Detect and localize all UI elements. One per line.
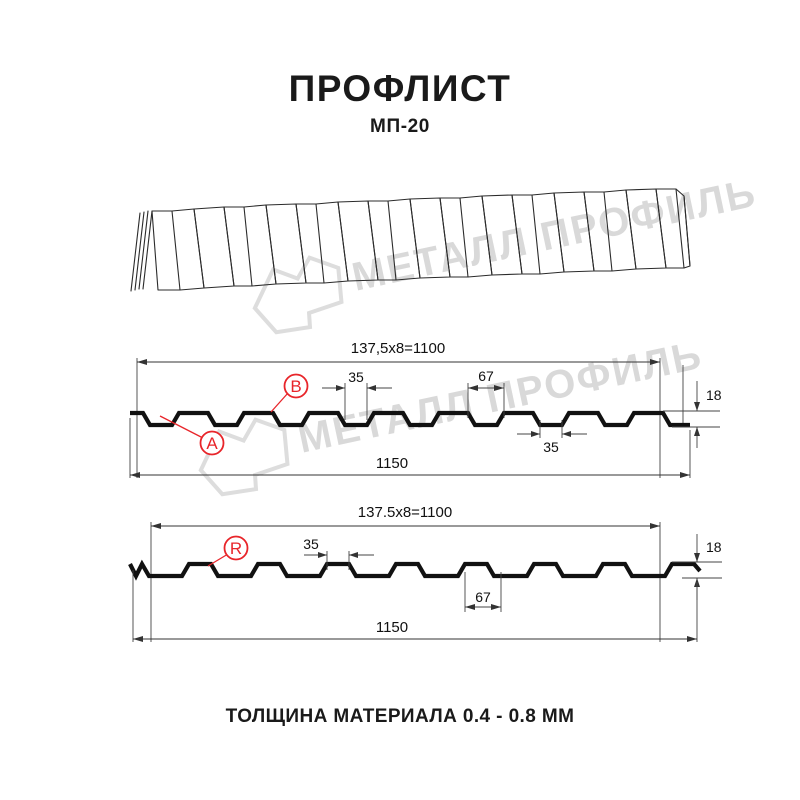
- marker-r-label: R: [230, 539, 242, 558]
- section-a-dim-18-label: 18: [706, 387, 722, 403]
- section-b-overall-dim-label: 1150: [376, 619, 408, 636]
- page-title: ПРОФЛИСТ: [288, 68, 512, 109]
- section-a-dim-35-lower: 35: [517, 420, 587, 455]
- marker-r[interactable]: R: [207, 535, 249, 567]
- section-b-dim-18-label: 18: [706, 539, 722, 555]
- section-a-dim-35-upper: 35: [322, 369, 392, 420]
- material-thickness-note: ТОЛЩИНА МАТЕРИАЛА 0.4 - 0.8 ММ: [225, 706, 575, 727]
- marker-b-label: B: [290, 377, 301, 396]
- section-b-dim-35: 35: [303, 536, 374, 570]
- model-subtitle: МП-20: [370, 116, 430, 137]
- iso-right-edge: [683, 195, 691, 267]
- iso-rib-2: [223, 204, 277, 287]
- iso-left-edge-2: [134, 211, 145, 291]
- marker-a-label: A: [206, 434, 218, 453]
- section-b-top-dimension: 137.5x8=1100: [151, 504, 660, 529]
- section-a-dim-35-lower-label: 35: [543, 439, 559, 455]
- section-b-bottom-dimension: 1150: [132, 570, 698, 642]
- section-a-top-dimension: 137,5x8=1100: [137, 340, 660, 365]
- section-b-dim-67: 67: [464, 572, 502, 612]
- iso-rib-1: [151, 208, 205, 291]
- iso-valley-1: [193, 206, 235, 289]
- section-a-profile-path: [130, 410, 690, 428]
- marker-b[interactable]: B: [270, 373, 309, 413]
- section-a-group: 137,5x8=1100 35: [129, 340, 722, 478]
- marker-a[interactable]: A: [159, 415, 225, 456]
- section-a-dim-18: 18: [663, 381, 722, 448]
- section-b-dim-35-label: 35: [303, 536, 319, 552]
- section-b-extension-lines: [150, 522, 661, 642]
- section-a-extension-lines: [136, 358, 684, 478]
- section-b-dim-18: 18: [672, 534, 722, 600]
- iso-rib-4-inner: [387, 200, 397, 281]
- watermark-logo-icon-2: [198, 417, 290, 497]
- iso-rib-5-inner: [459, 197, 469, 278]
- iso-left-edge-3: [138, 210, 149, 290]
- iso-rib-1-inner: [171, 210, 181, 291]
- section-b-pitch-dim-label: 137.5x8=1100: [358, 504, 452, 521]
- watermark-text-1: МЕТАЛЛ ПРОФИЛЬ: [348, 171, 760, 300]
- iso-rib-3-inner: [315, 203, 325, 284]
- section-a-dim-67: 67: [467, 368, 505, 418]
- watermark-logo-icon: [252, 255, 344, 335]
- iso-left-edge: [130, 212, 141, 292]
- section-a-dim-67-label: 67: [478, 368, 494, 384]
- section-a-overall-dim-label: 1150: [376, 455, 408, 472]
- section-b-group: 137.5x8=1100 35: [128, 504, 722, 642]
- iso-rib-6-inner: [531, 194, 541, 275]
- section-b-dim-67-label: 67: [475, 589, 491, 605]
- section-b-profile-path: [128, 559, 702, 581]
- iso-rib-7-inner: [603, 191, 613, 272]
- iso-left-edge-4: [142, 210, 153, 290]
- iso-rib-8-inner: [675, 188, 685, 269]
- iso-rib-2-inner: [243, 206, 253, 287]
- section-a-bottom-dimension: 1150: [129, 418, 691, 478]
- section-a-dim-35-upper-label: 35: [348, 369, 364, 385]
- section-a-pitch-dim-label: 137,5x8=1100: [351, 340, 445, 357]
- isometric-sheet-view: [130, 188, 691, 292]
